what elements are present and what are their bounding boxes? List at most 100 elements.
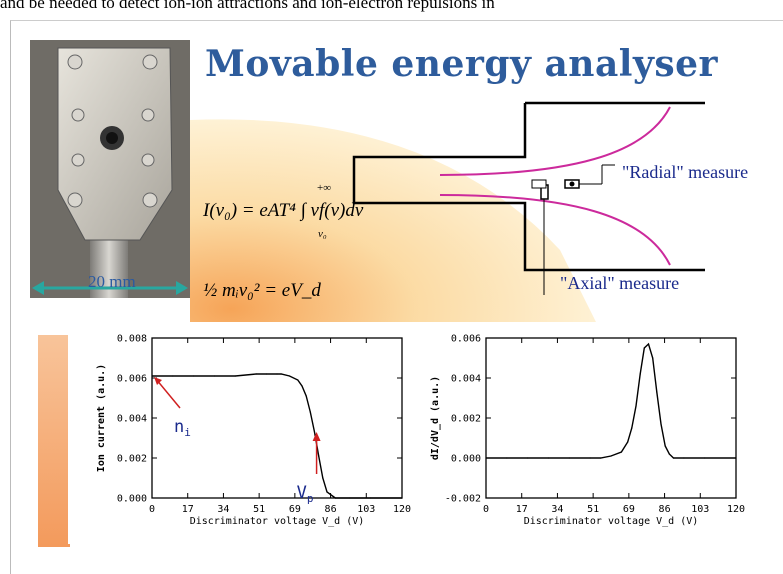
- data-point: [656, 391, 658, 393]
- data-point: [589, 457, 591, 459]
- plot-frame: [485, 337, 737, 499]
- data-point: [313, 431, 316, 433]
- annotation-arrowhead: [154, 377, 162, 385]
- data-point: [704, 457, 706, 459]
- annotation-subscript: i: [184, 426, 191, 439]
- plot-frame: [151, 337, 403, 499]
- data-point: [664, 445, 666, 447]
- data-point: [309, 411, 311, 413]
- data-point: [349, 497, 351, 499]
- data-point: [255, 373, 257, 375]
- integral-upper-limit: +∞: [317, 182, 332, 194]
- annotation-arrow: [155, 378, 181, 409]
- data-point: [370, 497, 372, 499]
- data-point: [326, 491, 328, 493]
- scale-label: 20 mm: [88, 272, 136, 291]
- data-point: [547, 457, 550, 459]
- y-axis-label: Ion current (a.u.): [96, 364, 107, 472]
- x-tick-label: 103: [357, 504, 375, 515]
- data-point: [334, 497, 336, 499]
- x-tick-label: 120: [727, 504, 745, 515]
- y-tick-label: 0.004: [117, 414, 147, 425]
- current-equation: I(v₀) = eAT⁴ ∫ vf(v)dv: [203, 200, 363, 222]
- data-point: [660, 423, 662, 425]
- analyser-photo-drawing: [30, 40, 190, 298]
- data-point: [668, 453, 670, 455]
- annotation-subscript: p: [307, 492, 314, 505]
- data-point: [639, 373, 641, 375]
- page-title: Movable energy analyser: [205, 43, 719, 85]
- data-point: [652, 357, 654, 359]
- x-tick-label: 120: [393, 504, 411, 515]
- axial-measure-label: "Axial" measure: [560, 273, 680, 293]
- y-tick-label: 0.004: [451, 374, 481, 385]
- data-point: [620, 451, 623, 453]
- data-point: [506, 457, 508, 459]
- scale-arrow: [32, 281, 188, 295]
- data-point: [297, 379, 299, 381]
- annotation-label: ni: [174, 417, 191, 439]
- data-point: [635, 405, 637, 407]
- y-tick-label: 0.000: [117, 494, 147, 505]
- data-point: [643, 347, 645, 349]
- x-axis-label: Discriminator voltage V_d (V): [190, 516, 365, 527]
- data-point: [485, 457, 487, 459]
- data-point: [265, 373, 268, 375]
- data-point: [213, 375, 216, 377]
- data-point: [276, 373, 278, 375]
- data-point: [401, 497, 403, 499]
- data-point: [599, 457, 602, 459]
- x-tick-label: 69: [289, 504, 301, 515]
- x-tick-label: 34: [217, 504, 229, 515]
- data-point: [280, 373, 282, 375]
- data-point: [527, 457, 529, 459]
- x-tick-label: 17: [516, 504, 528, 515]
- x-tick-label: 86: [325, 504, 337, 515]
- data-line: [152, 373, 402, 499]
- data-point: [301, 385, 303, 387]
- energy-equation: ½ mᵢv₀² = eV_d: [203, 280, 321, 301]
- x-tick-label: 103: [691, 504, 709, 515]
- current-equation-text: I(v₀) = eAT⁴ ∫ vf(v)dv: [203, 200, 364, 221]
- data-point: [234, 375, 236, 377]
- data-point: [683, 457, 685, 459]
- data-point: [672, 457, 675, 459]
- data-point: [322, 477, 324, 479]
- data-point: [647, 343, 650, 345]
- x-tick-label: 17: [182, 504, 194, 515]
- integral-lower-limit: v₀: [318, 228, 327, 240]
- x-tick-label: 69: [623, 504, 635, 515]
- data-point: [568, 457, 570, 459]
- data-point: [305, 395, 307, 397]
- y-tick-label: -0.002: [445, 494, 481, 505]
- x-tick-label: 51: [253, 504, 265, 515]
- x-tick-label: 51: [587, 504, 599, 515]
- data-line: [486, 342, 736, 459]
- orange-side-bar: [38, 335, 70, 547]
- y-tick-label: 0.000: [451, 454, 481, 465]
- x-tick-label: 86: [659, 504, 671, 515]
- radial-measure-label: "Radial" measure: [622, 162, 749, 182]
- y-tick-label: 0.006: [117, 374, 147, 385]
- data-point: [193, 375, 195, 377]
- data-point: [735, 457, 737, 459]
- y-tick-label: 0.002: [117, 454, 147, 465]
- ion-current-chart: 0 17 34 51 69 86 103 120 0.000 0.002 0.004 0.006 0.0…: [96, 334, 411, 528]
- data-point: [288, 375, 291, 377]
- data-point: [318, 455, 320, 457]
- derivative-chart: 0 17 34 51 69 86 103 120 -0.002 0.000 0.002 0.004 0.…: [430, 334, 745, 528]
- data-point: [631, 427, 633, 429]
- data-point: [172, 375, 174, 377]
- analyser-schematic: [352, 101, 705, 295]
- annotation-arrowhead: [312, 432, 321, 441]
- y-axis-label: dI/dV_d (a.u.): [430, 376, 441, 460]
- data-point: [627, 441, 629, 443]
- x-tick-label: 34: [551, 504, 563, 515]
- annotation-label: Vp: [297, 483, 314, 505]
- x-axis-label: Discriminator voltage V_d (V): [524, 516, 699, 527]
- y-tick-label: 0.008: [117, 334, 147, 345]
- x-tick-label: 0: [149, 504, 155, 515]
- truncated-top-text: and be needed to detect ion-ion attracti…: [0, 0, 495, 12]
- y-tick-label: 0.002: [451, 414, 481, 425]
